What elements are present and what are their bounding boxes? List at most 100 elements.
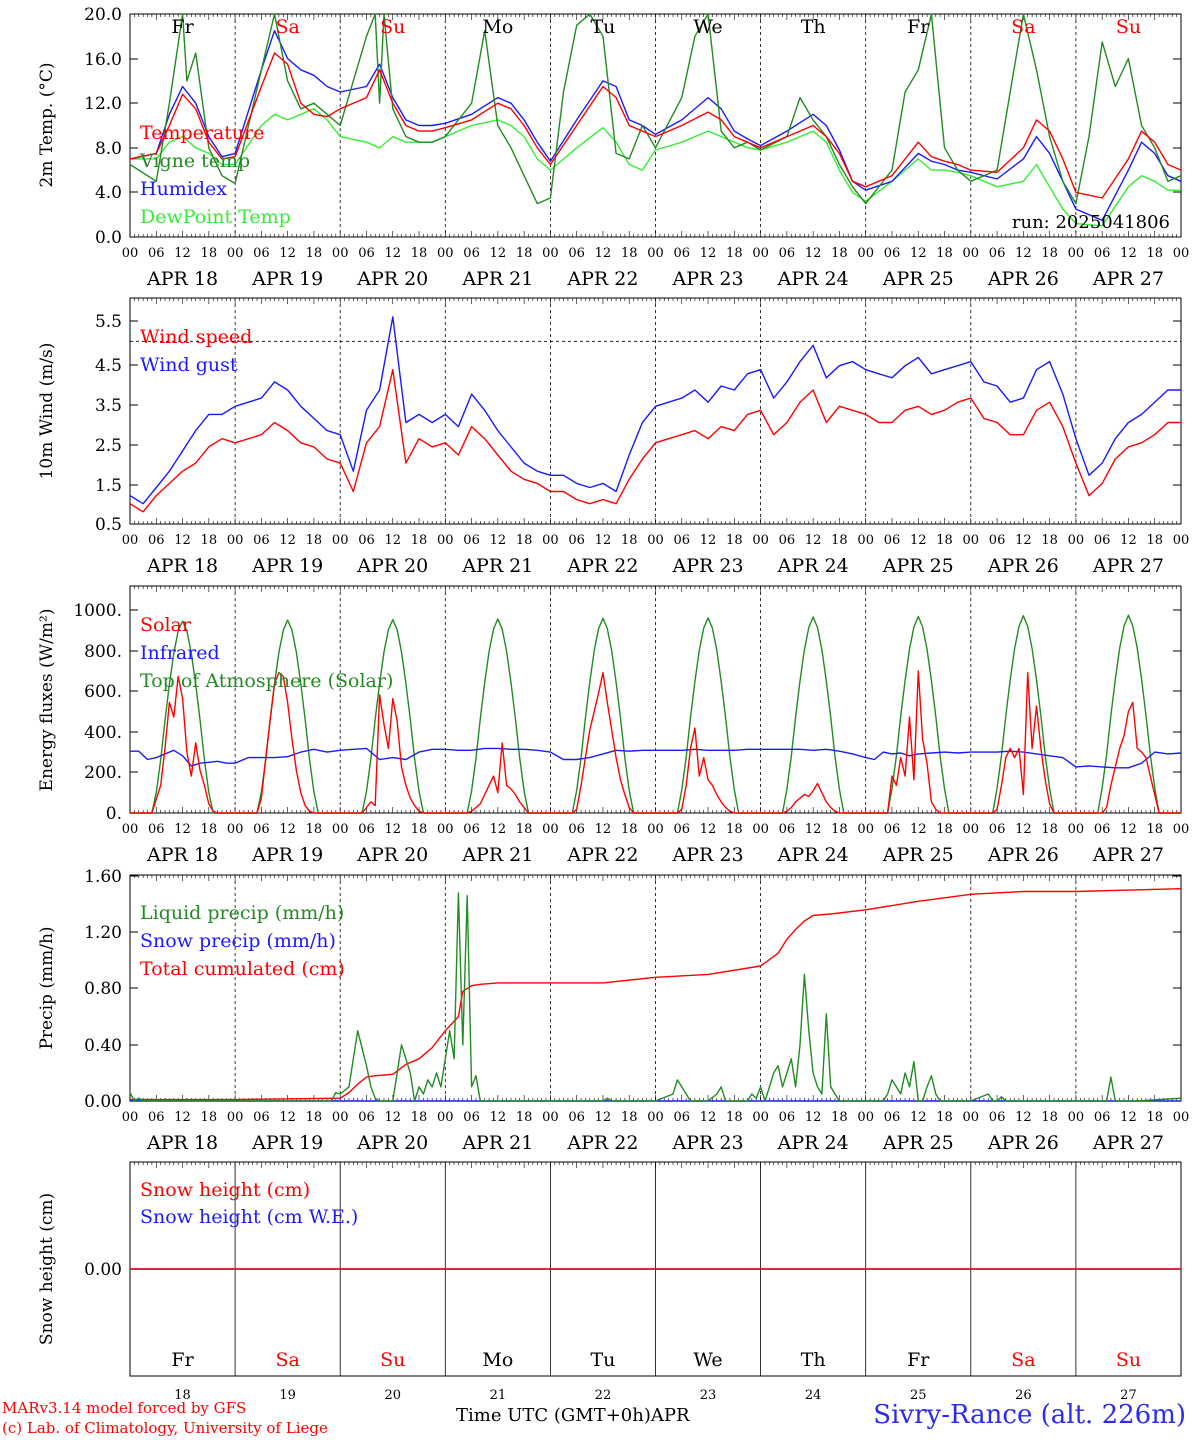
day-number: 26 xyxy=(1015,1388,1032,1403)
hour-label: 00 xyxy=(227,1110,244,1125)
hour-label: 12 xyxy=(174,246,191,261)
hour-label: 06 xyxy=(358,822,375,837)
hour-label: 18 xyxy=(936,533,953,548)
y-tick-label: 600. xyxy=(84,682,122,702)
weekday-label: Th xyxy=(801,16,826,38)
series-line xyxy=(130,888,1182,1101)
day-label: APR 27 xyxy=(1092,844,1164,866)
hour-label: 18 xyxy=(831,533,848,548)
hour-label: 12 xyxy=(384,822,401,837)
y-tick-label: 400. xyxy=(84,723,122,743)
y-tick-label: 12.0 xyxy=(84,94,122,114)
hour-label: 00 xyxy=(857,533,874,548)
y-tick-label: 2.5 xyxy=(95,436,122,456)
hour-label: 06 xyxy=(1094,533,1111,548)
hour-label: 06 xyxy=(779,533,796,548)
day-label: APR 24 xyxy=(777,555,849,577)
hour-label: 12 xyxy=(1015,822,1032,837)
series-line xyxy=(129,892,1182,1102)
hour-label: 06 xyxy=(463,822,480,837)
hour-label: 12 xyxy=(910,1110,927,1125)
hour-label: 00 xyxy=(227,533,244,548)
hour-label: 18 xyxy=(726,822,743,837)
series-line xyxy=(129,30,1182,222)
hour-label: 00 xyxy=(647,822,664,837)
y-tick-label: 800. xyxy=(84,642,122,662)
hour-label: 18 xyxy=(621,1110,638,1125)
hour-label: 00 xyxy=(437,1110,454,1125)
hour-label: 00 xyxy=(963,822,980,837)
hour-label: 06 xyxy=(358,246,375,261)
hour-label: 18 xyxy=(411,533,428,548)
hour-label: 00 xyxy=(227,822,244,837)
legend-entry: Temperature xyxy=(140,122,264,144)
hour-label: 18 xyxy=(1146,1110,1163,1125)
y-axis-label: 10m Wind (m/s) xyxy=(37,343,57,480)
weekday-label: Sa xyxy=(1011,16,1035,38)
y-tick-label: 4.0 xyxy=(95,183,122,203)
hour-label: 06 xyxy=(568,246,585,261)
hour-label: 06 xyxy=(989,822,1006,837)
hour-label: 06 xyxy=(568,1110,585,1125)
weekday-label: We xyxy=(693,16,722,38)
y-axis-label: Precip (mm/h) xyxy=(37,926,57,1049)
hour-label: 12 xyxy=(384,246,401,261)
day-label: APR 25 xyxy=(882,555,954,577)
hour-label: 06 xyxy=(884,533,901,548)
y-tick-label: 5.5 xyxy=(95,312,122,332)
hour-label: 12 xyxy=(1015,246,1032,261)
hour-label: 00 xyxy=(542,246,559,261)
y-tick-label: 3.5 xyxy=(95,396,122,416)
hour-label: 06 xyxy=(674,246,691,261)
hour-label: 18 xyxy=(201,246,218,261)
y-tick-label: 0.80 xyxy=(84,979,122,999)
hour-label: 06 xyxy=(568,822,585,837)
hour-label: 18 xyxy=(201,1110,218,1125)
hour-label: 00 xyxy=(227,246,244,261)
hour-label: 12 xyxy=(805,1110,822,1125)
hour-label: 06 xyxy=(884,822,901,837)
y-tick-label: 16.0 xyxy=(84,50,122,70)
day-label: APR 21 xyxy=(461,1132,533,1154)
hour-label: 12 xyxy=(174,1110,191,1125)
hour-label: 00 xyxy=(752,246,769,261)
hour-label: 18 xyxy=(411,246,428,261)
hour-label: 12 xyxy=(595,822,612,837)
day-label: APR 19 xyxy=(251,555,323,577)
hour-label: 18 xyxy=(516,822,533,837)
day-label: APR 23 xyxy=(672,844,744,866)
hour-label: 12 xyxy=(805,822,822,837)
hour-label: 18 xyxy=(621,822,638,837)
y-tick-label: 1.20 xyxy=(84,923,122,943)
hour-label: 00 xyxy=(752,822,769,837)
hour-label: 18 xyxy=(831,822,848,837)
hour-label: 12 xyxy=(805,246,822,261)
time-axis-label: Time UTC (GMT+0h) xyxy=(456,1405,651,1426)
hour-label: 00 xyxy=(647,246,664,261)
day-label: APR 26 xyxy=(987,555,1059,577)
weekday-label: Fr xyxy=(171,1349,194,1371)
day-number: 21 xyxy=(490,1388,507,1403)
hour-label: 18 xyxy=(306,246,323,261)
hour-label: 06 xyxy=(779,246,796,261)
hour-label: 06 xyxy=(358,1110,375,1125)
run-annotation: run: 2025041806 xyxy=(1012,212,1170,233)
legend-entry: Infrared xyxy=(140,642,220,664)
hour-label: 00 xyxy=(122,246,139,261)
time-axis-caption: Time UTC (GMT+0h)APR xyxy=(456,1405,690,1426)
hour-label: 12 xyxy=(490,246,507,261)
weekday-label: Th xyxy=(801,1349,826,1371)
y-axis-label: Energy fluxes (W/m²) xyxy=(37,609,57,792)
weekday-label: Sa xyxy=(275,1349,299,1371)
weekday-label: Su xyxy=(1116,1349,1141,1371)
hour-label: 06 xyxy=(1094,246,1111,261)
model-credits: MARv3.14 model forced by GFS (c) Lab. of… xyxy=(2,1398,328,1438)
legend-entry: Snow height (cm) xyxy=(140,1179,310,1201)
hour-label: 06 xyxy=(253,533,270,548)
copyright-line: (c) Lab. of Climatology, University of L… xyxy=(2,1419,328,1437)
hour-label: 12 xyxy=(1120,822,1137,837)
day-number: 19 xyxy=(279,1388,296,1403)
hour-label: 00 xyxy=(542,533,559,548)
hour-label: 06 xyxy=(463,533,480,548)
hour-label: 06 xyxy=(1094,1110,1111,1125)
